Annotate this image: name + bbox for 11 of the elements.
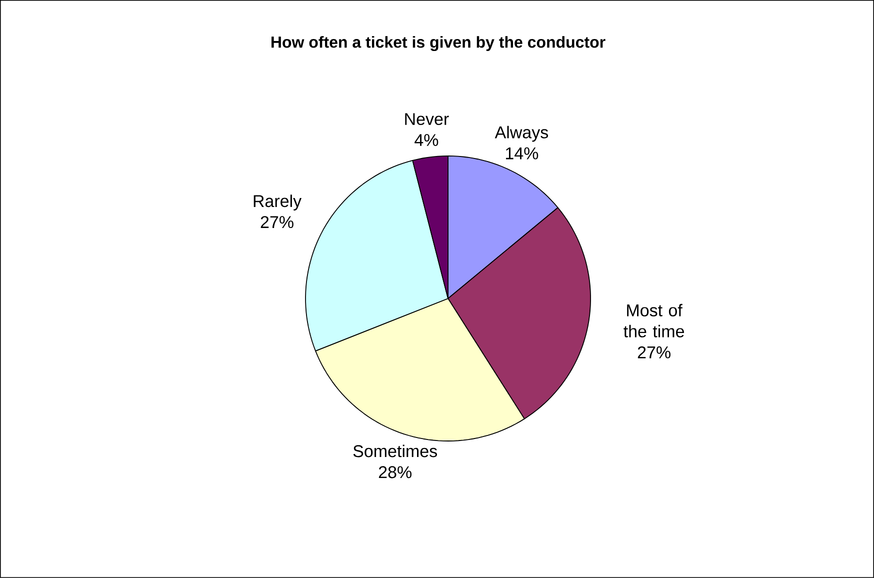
slice-label: Always — [494, 126, 548, 142]
data-label: 14% — [506, 147, 538, 160]
data-label: 28% — [378, 466, 412, 478]
slice-label: Most of the time — [624, 304, 684, 338]
data-label: 4% — [414, 134, 438, 146]
slice-label: Sometimes — [353, 444, 437, 458]
chart-title: How often a ticket is given by the conductor — [272, 36, 606, 52]
slice-label: Never — [405, 113, 449, 126]
slice-label: Rarely — [254, 194, 302, 211]
data-label: 27% — [638, 346, 670, 358]
data-label: 27% — [260, 216, 294, 228]
